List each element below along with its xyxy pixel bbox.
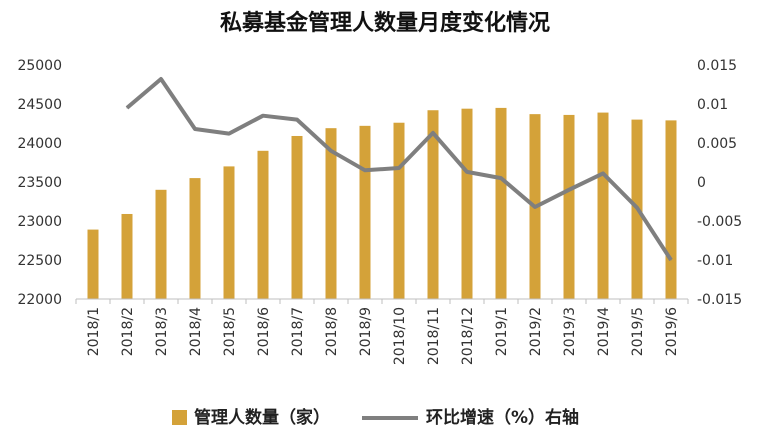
x-tick-label: 2018/6 <box>256 307 272 356</box>
x-tick-label: 2018/1 <box>86 307 102 356</box>
line-point-2019/6 <box>670 259 672 261</box>
line-point-2019/3 <box>568 189 570 191</box>
chart-title: 私募基金管理人数量月度变化情况 <box>220 10 550 36</box>
x-tick-label: 2019/1 <box>494 307 510 356</box>
x-tick-label: 2019/5 <box>630 307 646 356</box>
bar-series <box>87 107 677 300</box>
line-point-2018/2 <box>126 107 128 109</box>
y-left-tick-label: 22000 <box>17 292 62 308</box>
line-point-2018/3 <box>160 78 162 80</box>
x-tick-label: 2019/6 <box>664 307 680 356</box>
bar-2018/10 <box>393 122 405 299</box>
x-tick-label: 2018/3 <box>154 307 170 356</box>
line-point-2019/5 <box>636 207 638 209</box>
bar-2018/4 <box>189 178 201 299</box>
bar-2018/5 <box>223 166 235 299</box>
bar-2019/4 <box>597 112 609 299</box>
bar-2018/8 <box>325 128 337 299</box>
x-tick-label: 2018/8 <box>324 307 340 356</box>
bar-2018/3 <box>155 189 167 299</box>
y-right-tick-label: -0.015 <box>697 292 742 308</box>
line-point-2018/10 <box>398 167 400 169</box>
legend: 管理人数量（家） 环比增速（%）右轴 <box>172 407 579 428</box>
line-point-2018/7 <box>296 119 298 121</box>
line-point-2019/1 <box>500 177 502 179</box>
y-right-tick-label: 0.015 <box>697 58 737 74</box>
x-tick-label: 2018/2 <box>120 307 136 356</box>
line-point-2019/4 <box>602 172 604 174</box>
x-tick-label: 2018/12 <box>460 307 476 365</box>
legend-bar-swatch <box>172 410 187 425</box>
bar-2018/7 <box>291 135 303 299</box>
x-tick-label: 2018/7 <box>290 307 306 356</box>
y-right-tick-label: -0.005 <box>697 214 742 230</box>
y-left-tick-label: 24000 <box>17 136 62 152</box>
bar-2018/12 <box>461 108 473 300</box>
x-tick-label: 2019/4 <box>596 307 612 356</box>
bar-2018/11 <box>427 110 439 300</box>
y-right-tick-label: 0 <box>697 175 706 191</box>
y-left-tick-label: 25000 <box>17 58 62 74</box>
x-tick-label: 2019/3 <box>562 307 578 356</box>
y-right-tick-label: -0.01 <box>697 253 733 269</box>
y-right-tick-label: 0.005 <box>697 136 737 152</box>
legend-line-label: 环比增速（%）右轴 <box>426 407 579 428</box>
x-tick-label: 2018/10 <box>392 307 408 365</box>
line-point-2018/12 <box>466 171 468 173</box>
line-point-2018/5 <box>228 133 230 135</box>
line-series <box>125 77 673 262</box>
y-left-tick-label: 24500 <box>17 97 62 113</box>
bar-2018/9 <box>359 125 371 299</box>
bar-2019/1 <box>495 107 507 300</box>
bar-2018/6 <box>257 150 269 299</box>
y-left-tick-label: 22500 <box>17 253 62 269</box>
x-tick-label: 2018/5 <box>222 307 238 356</box>
y-right-tick-label: 0.01 <box>697 97 728 113</box>
line-point-2018/6 <box>262 115 264 117</box>
line-point-2018/9 <box>364 169 366 171</box>
line-point-2019/2 <box>534 206 536 208</box>
x-tick-label: 2018/9 <box>358 307 374 356</box>
bar-2018/2 <box>121 213 133 299</box>
bar-2019/6 <box>665 120 677 299</box>
line-point-2018/4 <box>194 128 196 130</box>
x-tick-label: 2019/2 <box>528 307 544 356</box>
legend-bar-label: 管理人数量（家） <box>194 407 330 428</box>
y-left-tick-label: 23000 <box>17 214 62 230</box>
axes: 2018/1 2018/2 2018/3 2018/4 2018/5 2018/6 2018… <box>17 58 742 365</box>
bar-2019/3 <box>563 114 575 299</box>
line-point-2018/8 <box>330 150 332 152</box>
y-left-tick-label: 23500 <box>17 175 62 191</box>
line-point-2018/11 <box>432 132 434 134</box>
x-tick-label: 2018/4 <box>188 307 204 356</box>
bar-2018/1 <box>87 229 99 299</box>
x-tick-label: 2018/11 <box>426 307 442 365</box>
